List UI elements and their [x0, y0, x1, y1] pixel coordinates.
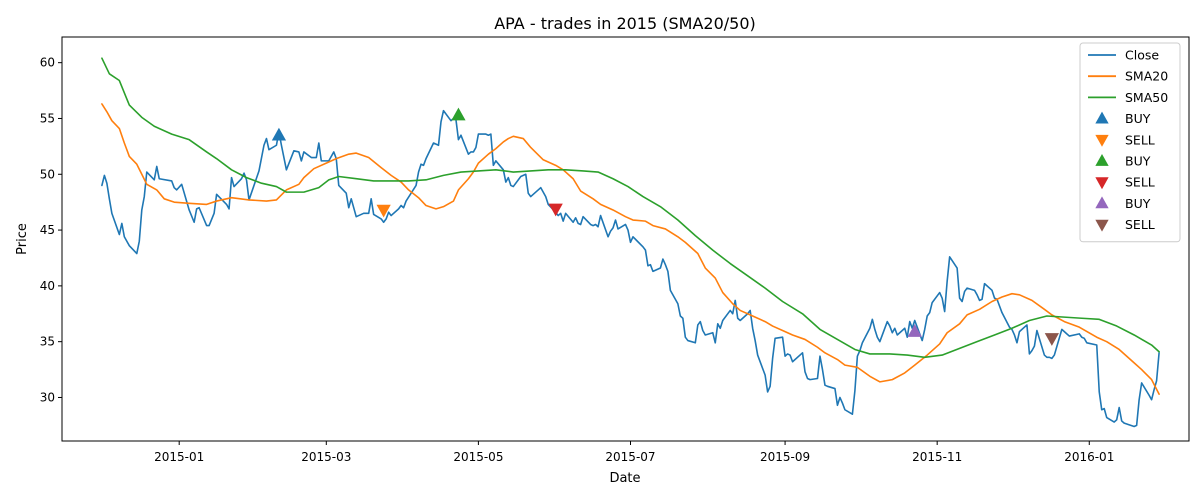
marker-sell-2 [376, 204, 391, 218]
y-axis: 30 35 40 45 50 55 60 [40, 56, 62, 404]
legend-swatch-buy-8 [1095, 196, 1109, 209]
x-tick-label: 2015-09 [760, 450, 810, 464]
legend-box [1079, 42, 1181, 243]
x-tick-label: 2016-01 [1064, 450, 1114, 464]
marker-buy-1 [271, 127, 287, 141]
plot-area [101, 57, 1160, 428]
y-tick-label: 40 [40, 279, 55, 293]
legend-label: BUY [1125, 111, 1151, 126]
series-line-close [101, 109, 1160, 428]
marker-sell-6 [1044, 333, 1059, 346]
x-tick-label: 2015-05 [453, 450, 503, 464]
x-tick-label: 2015-01 [154, 450, 204, 464]
legend-swatch-sell-7 [1095, 177, 1109, 190]
legend-label: SELL [1125, 217, 1155, 232]
y-tick-label: 50 [40, 167, 55, 181]
legend-swatch-sell-5 [1095, 134, 1109, 147]
legend-label: SELL [1125, 175, 1155, 190]
legend: Close SMA20 SMA50 BUY SELL BUY SELL BUY SELL [1079, 42, 1181, 243]
series-line-sma50 [101, 57, 1160, 359]
legend-swatch-buy-6 [1095, 154, 1109, 166]
y-tick-label: 45 [40, 223, 55, 237]
chart-title: APA - trades in 2015 (SMA20/50) [494, 14, 756, 33]
series-line-sma20 [101, 103, 1160, 395]
y-tick-label: 30 [40, 390, 55, 404]
plot-frame [61, 36, 1190, 442]
x-tick-label: 2015-11 [912, 450, 962, 464]
y-tick-label: 35 [40, 335, 55, 349]
trade-markers [271, 107, 1059, 346]
y-axis-label: Price [15, 223, 30, 255]
marker-buy-5 [907, 324, 922, 337]
x-axis: 2015-01 2015-03 2015-05 2015-07 2015-09 2015-… [154, 441, 1114, 464]
legend-label: BUY [1125, 196, 1151, 211]
series-lines [101, 57, 1160, 428]
legend-label: SMA20 [1125, 69, 1168, 84]
x-tick-label: 2015-07 [605, 450, 655, 464]
legend-label: Close [1125, 48, 1159, 63]
legend-swatch-buy-4 [1095, 111, 1109, 124]
marker-buy-3 [451, 107, 466, 121]
x-tick-label: 2015-03 [301, 450, 351, 464]
marker-sell-4 [548, 203, 563, 217]
legend-label: BUY [1125, 154, 1151, 169]
x-axis-label: Date [609, 471, 640, 486]
y-tick-label: 60 [40, 56, 55, 70]
legend-swatch-sell-9 [1095, 219, 1109, 232]
y-tick-label: 55 [40, 111, 55, 125]
legend-label: SELL [1125, 132, 1155, 147]
legend-label: SMA50 [1125, 90, 1168, 105]
